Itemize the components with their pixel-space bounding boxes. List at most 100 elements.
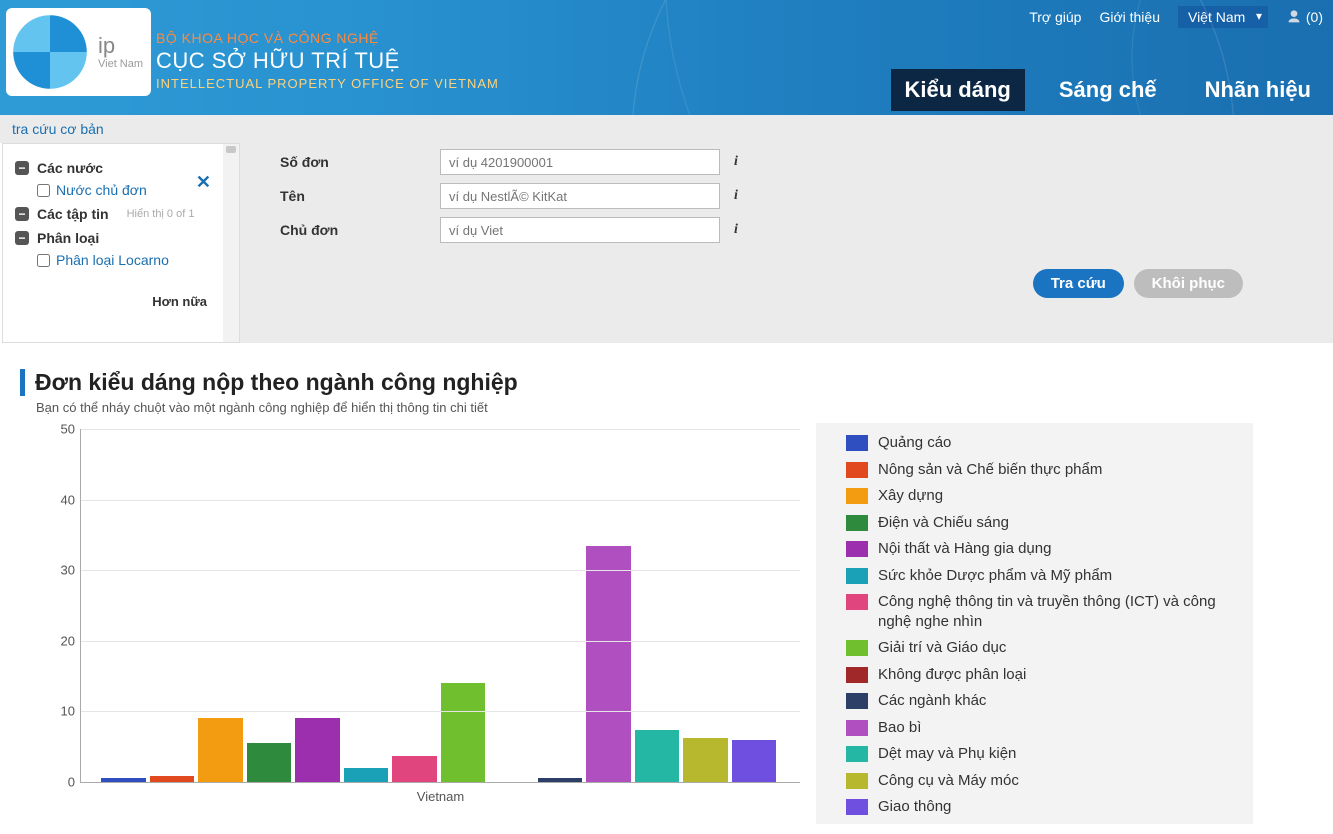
checkbox-country-owner[interactable] xyxy=(37,184,50,197)
legend-swatch xyxy=(846,667,868,683)
y-tick-label: 50 xyxy=(41,422,75,437)
nav-tab[interactable]: Nhãn hiệu xyxy=(1191,69,1325,111)
label-app-number: Số đơn xyxy=(280,154,440,170)
y-tick-label: 10 xyxy=(41,704,75,719)
user-count: (0) xyxy=(1306,9,1323,25)
collapse-icon: − xyxy=(15,161,29,175)
legend-item[interactable]: Nông sản và Chế biến thực phẩm xyxy=(846,460,1243,480)
chart-plot: Vietnam 01020304050 xyxy=(20,423,810,813)
files-hint: Hiển thị 0 of 1 xyxy=(127,208,195,220)
nav-tab[interactable]: Kiểu dáng xyxy=(891,69,1025,111)
chart-bar[interactable] xyxy=(198,718,243,782)
info-icon[interactable]: i xyxy=(734,222,738,238)
legend-swatch xyxy=(846,746,868,762)
legend-label: Giải trí và Giáo dục xyxy=(878,638,1006,658)
chart-bar[interactable] xyxy=(344,768,389,782)
legend-swatch xyxy=(846,568,868,584)
close-icon[interactable]: ✕ xyxy=(196,172,211,193)
sidebar-item-locarno[interactable]: Phân loại Locarno xyxy=(37,252,229,268)
chart-bar[interactable] xyxy=(538,778,583,782)
x-axis-label: Vietnam xyxy=(81,789,800,804)
input-name[interactable] xyxy=(440,183,720,209)
legend-swatch xyxy=(846,640,868,656)
info-icon[interactable]: i xyxy=(734,154,738,170)
legend-swatch xyxy=(846,462,868,478)
legend-swatch xyxy=(846,693,868,709)
sidebar-more-link[interactable]: Hơn nữa xyxy=(152,294,207,309)
legend-item[interactable]: Công nghệ thông tin và truyền thông (ICT… xyxy=(846,592,1243,631)
legend-label: Bao bì xyxy=(878,718,921,738)
label-applicant: Chủ đơn xyxy=(280,222,440,238)
chart-bar[interactable] xyxy=(683,738,728,782)
legend-swatch xyxy=(846,720,868,736)
search-form: Số đơn i Tên i Chủ đơn i Tra cứu Khôi ph… xyxy=(240,143,1333,343)
language-select[interactable]: Việt Nam xyxy=(1178,6,1268,28)
legend-label: Điện và Chiếu sáng xyxy=(878,513,1009,533)
legend-swatch xyxy=(846,594,868,610)
language-select-wrap: Việt Nam xyxy=(1178,6,1268,28)
legend-label: Các ngành khác xyxy=(878,691,986,711)
legend-label: Sức khỏe Dược phẩm và Mỹ phẩm xyxy=(878,566,1112,586)
org-ministry: BỘ KHOA HỌC VÀ CÔNG NGHỆ xyxy=(156,30,499,46)
user-icon xyxy=(1286,9,1306,25)
legend-label: Xây dựng xyxy=(878,486,943,506)
about-link[interactable]: Giới thiệu xyxy=(1099,9,1160,25)
chart-bar[interactable] xyxy=(635,730,680,782)
legend-item[interactable]: Điện và Chiếu sáng xyxy=(846,513,1243,533)
legend-item[interactable]: Giải trí và Giáo dục xyxy=(846,638,1243,658)
sidebar-scrollbar[interactable] xyxy=(223,144,239,342)
chart-title: Đơn kiểu dáng nộp theo ngành công nghiệp xyxy=(35,369,1313,396)
legend-label: Nông sản và Chế biến thực phẩm xyxy=(878,460,1102,480)
legend-swatch xyxy=(846,541,868,557)
chart-bar[interactable] xyxy=(150,776,195,782)
gridline xyxy=(81,429,800,430)
legend-label: Dệt may và Phụ kiện xyxy=(878,744,1016,764)
gridline xyxy=(81,711,800,712)
reset-button[interactable]: Khôi phục xyxy=(1134,269,1243,298)
legend-item[interactable]: Công cụ và Máy móc xyxy=(846,771,1243,791)
search-button[interactable]: Tra cứu xyxy=(1033,269,1124,298)
collapse-icon: − xyxy=(15,207,29,221)
help-link[interactable]: Trợ giúp xyxy=(1029,9,1081,25)
legend-swatch xyxy=(846,773,868,789)
chart-bar[interactable] xyxy=(586,546,631,783)
y-tick-label: 30 xyxy=(41,563,75,578)
main-nav: Kiểu dáng Sáng chế Nhãn hiệu xyxy=(891,69,1326,111)
logo-block: ip Viet Nam xyxy=(6,8,151,96)
chart-bar[interactable] xyxy=(441,683,486,782)
breadcrumb-basic-search[interactable]: tra cứu cơ bản xyxy=(12,121,104,137)
input-applicant[interactable] xyxy=(440,217,720,243)
sidebar-group-classify[interactable]: − Phân loại xyxy=(15,230,229,246)
chart-subtitle: Bạn có thể nháy chuột vào một ngành công… xyxy=(36,400,1313,415)
breadcrumb: tra cứu cơ bản xyxy=(0,115,1333,143)
input-app-number[interactable] xyxy=(440,149,720,175)
legend-item[interactable]: Nội thất và Hàng gia dụng xyxy=(846,539,1243,559)
logo-text: ip Viet Nam xyxy=(98,34,143,70)
chart-bar[interactable] xyxy=(247,743,292,782)
chart-bar[interactable] xyxy=(101,778,146,782)
legend-swatch xyxy=(846,488,868,504)
info-icon[interactable]: i xyxy=(734,188,738,204)
gridline xyxy=(81,641,800,642)
nav-tab[interactable]: Sáng chế xyxy=(1045,69,1171,111)
user-widget[interactable]: (0) xyxy=(1286,9,1323,25)
legend-item[interactable]: Giao thông xyxy=(846,797,1243,817)
breadcrumb-bar: tra cứu cơ bản xyxy=(0,115,1333,143)
legend-item[interactable]: Quảng cáo xyxy=(846,433,1243,453)
ip-logo-icon xyxy=(10,12,90,92)
collapse-icon: − xyxy=(15,231,29,245)
chart-section: Đơn kiểu dáng nộp theo ngành công nghiệp… xyxy=(0,343,1333,834)
checkbox-locarno[interactable] xyxy=(37,254,50,267)
y-tick-label: 40 xyxy=(41,492,75,507)
legend-item[interactable]: Bao bì xyxy=(846,718,1243,738)
legend-item[interactable]: Các ngành khác xyxy=(846,691,1243,711)
sidebar-group-files[interactable]: − Các tập tin Hiển thị 0 of 1 xyxy=(15,206,229,222)
chart-bar[interactable] xyxy=(392,756,437,782)
legend-label: Không được phân loại xyxy=(878,665,1026,685)
legend-item[interactable]: Không được phân loại xyxy=(846,665,1243,685)
legend-item[interactable]: Dệt may và Phụ kiện xyxy=(846,744,1243,764)
chart-bar[interactable] xyxy=(295,718,340,782)
legend-item[interactable]: Sức khỏe Dược phẩm và Mỹ phẩm xyxy=(846,566,1243,586)
legend-item[interactable]: Xây dựng xyxy=(846,486,1243,506)
chart-bar[interactable] xyxy=(732,740,777,782)
